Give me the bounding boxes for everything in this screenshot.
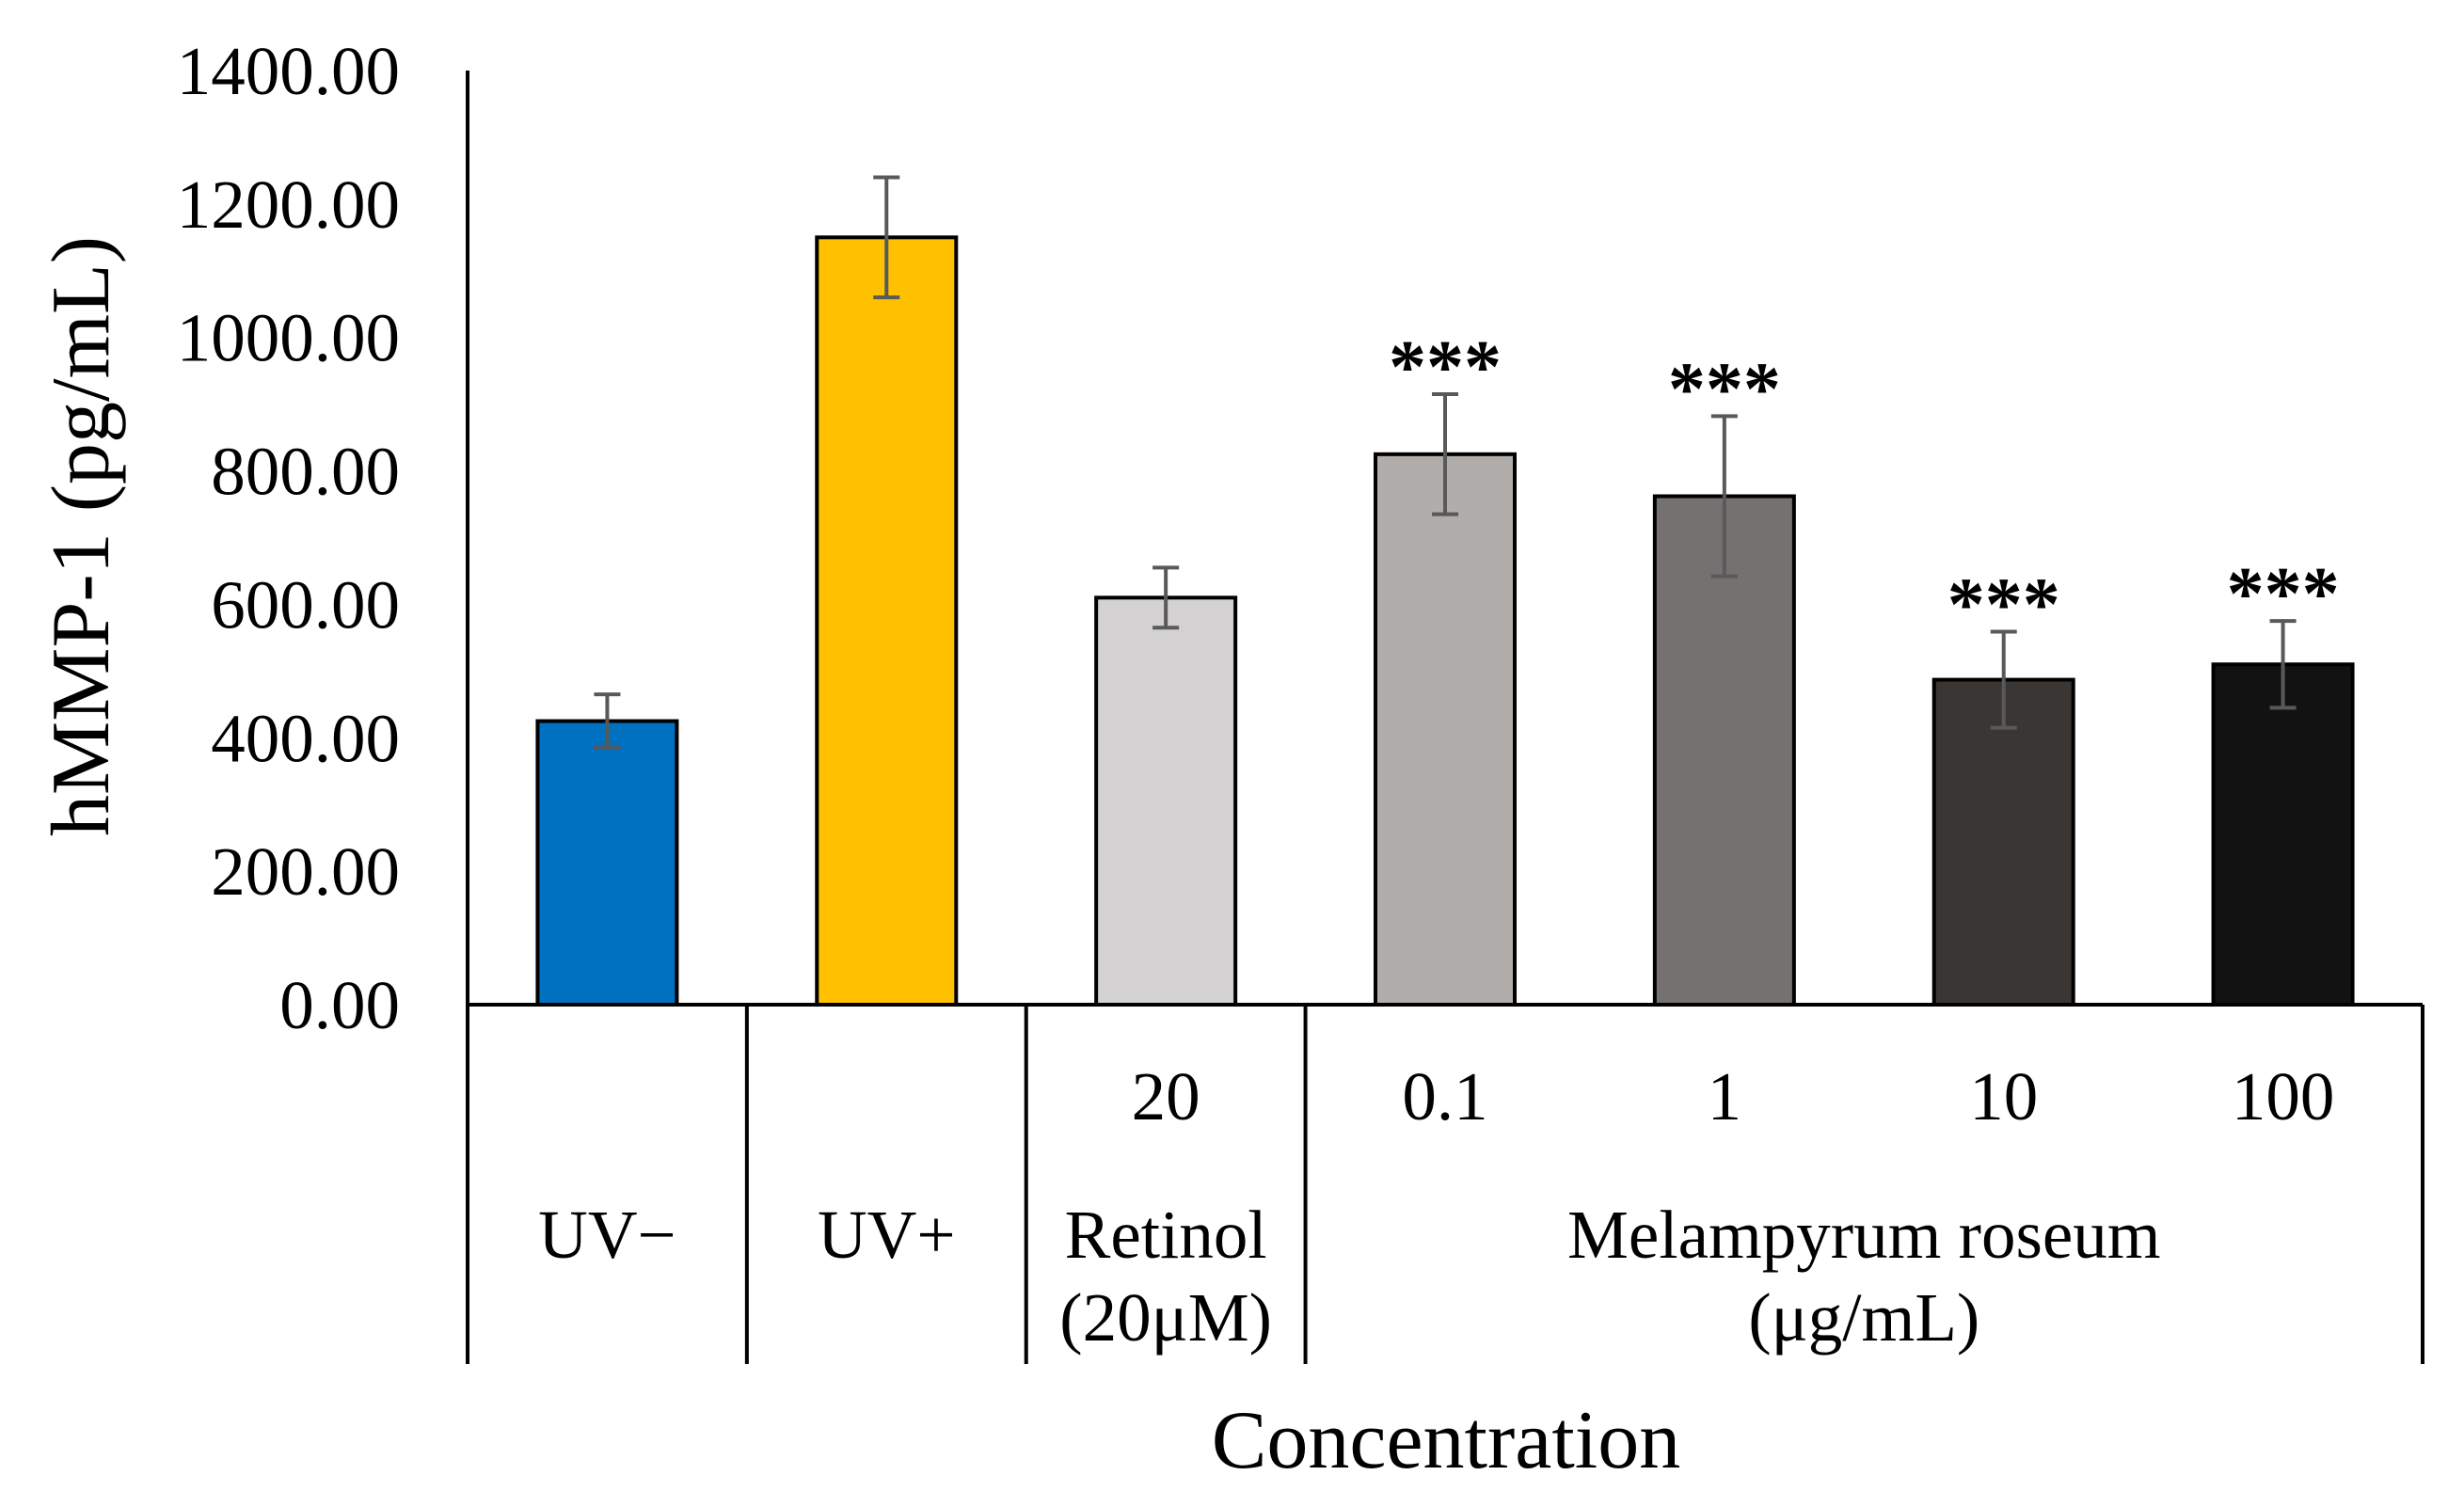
significance-label: *** [1668,348,1781,431]
category-label: 20 [1132,1058,1200,1134]
y-tick-label: 1200.00 [177,167,400,243]
category-label: 100 [2232,1058,2335,1134]
error-bars [594,175,2297,750]
group-label: UV− [538,1197,676,1273]
significance-label: *** [1389,326,1502,409]
y-tick-label: 0.00 [279,967,400,1043]
category-label: 10 [1969,1058,2038,1134]
category-labels: 20 0.1 1 10 100 [1132,1058,2335,1134]
y-tick-label: 200.00 [211,833,400,910]
bar-5 [1931,677,2075,1007]
bar-3 [1374,452,1517,1007]
significance-label: *** [2227,553,2340,636]
bar-2 [1094,595,1238,1007]
y-tick-label: 400.00 [211,700,400,776]
group-label: Melampyrum roseum [1567,1197,2161,1273]
y-tick-label: 800.00 [211,434,400,510]
group-label: (μg/mL) [1748,1279,1979,1356]
group-labels: UV− UV+ Retinol(20μM) Melampyrum roseum(μg/… [538,1197,2160,1356]
group-label: UV+ [818,1197,956,1273]
y-tick-label: 1400.00 [177,33,400,109]
bar-0 [535,719,679,1007]
group-label: (20μM) [1059,1279,1272,1356]
y-tick-label: 1000.00 [177,300,400,376]
y-axis-title: hMMP-1 (pg/mL) [36,236,127,836]
category-label: 0.1 [1402,1058,1487,1134]
x-axis-title: Concentration [1212,1395,1681,1486]
category-label: 1 [1708,1058,1742,1134]
significance-label: *** [1947,564,2060,647]
group-label: Retinol [1065,1197,1267,1273]
bar-6 [2211,662,2355,1007]
axes [466,71,2424,1364]
significance-markers: *** *** *** *** [1389,326,2340,647]
y-axis-ticks: 0.00 200.00 400.00 600.00 800.00 1000.00 1200.… [177,33,400,1043]
y-tick-label: 600.00 [211,566,400,642]
bar-1 [815,235,959,1007]
